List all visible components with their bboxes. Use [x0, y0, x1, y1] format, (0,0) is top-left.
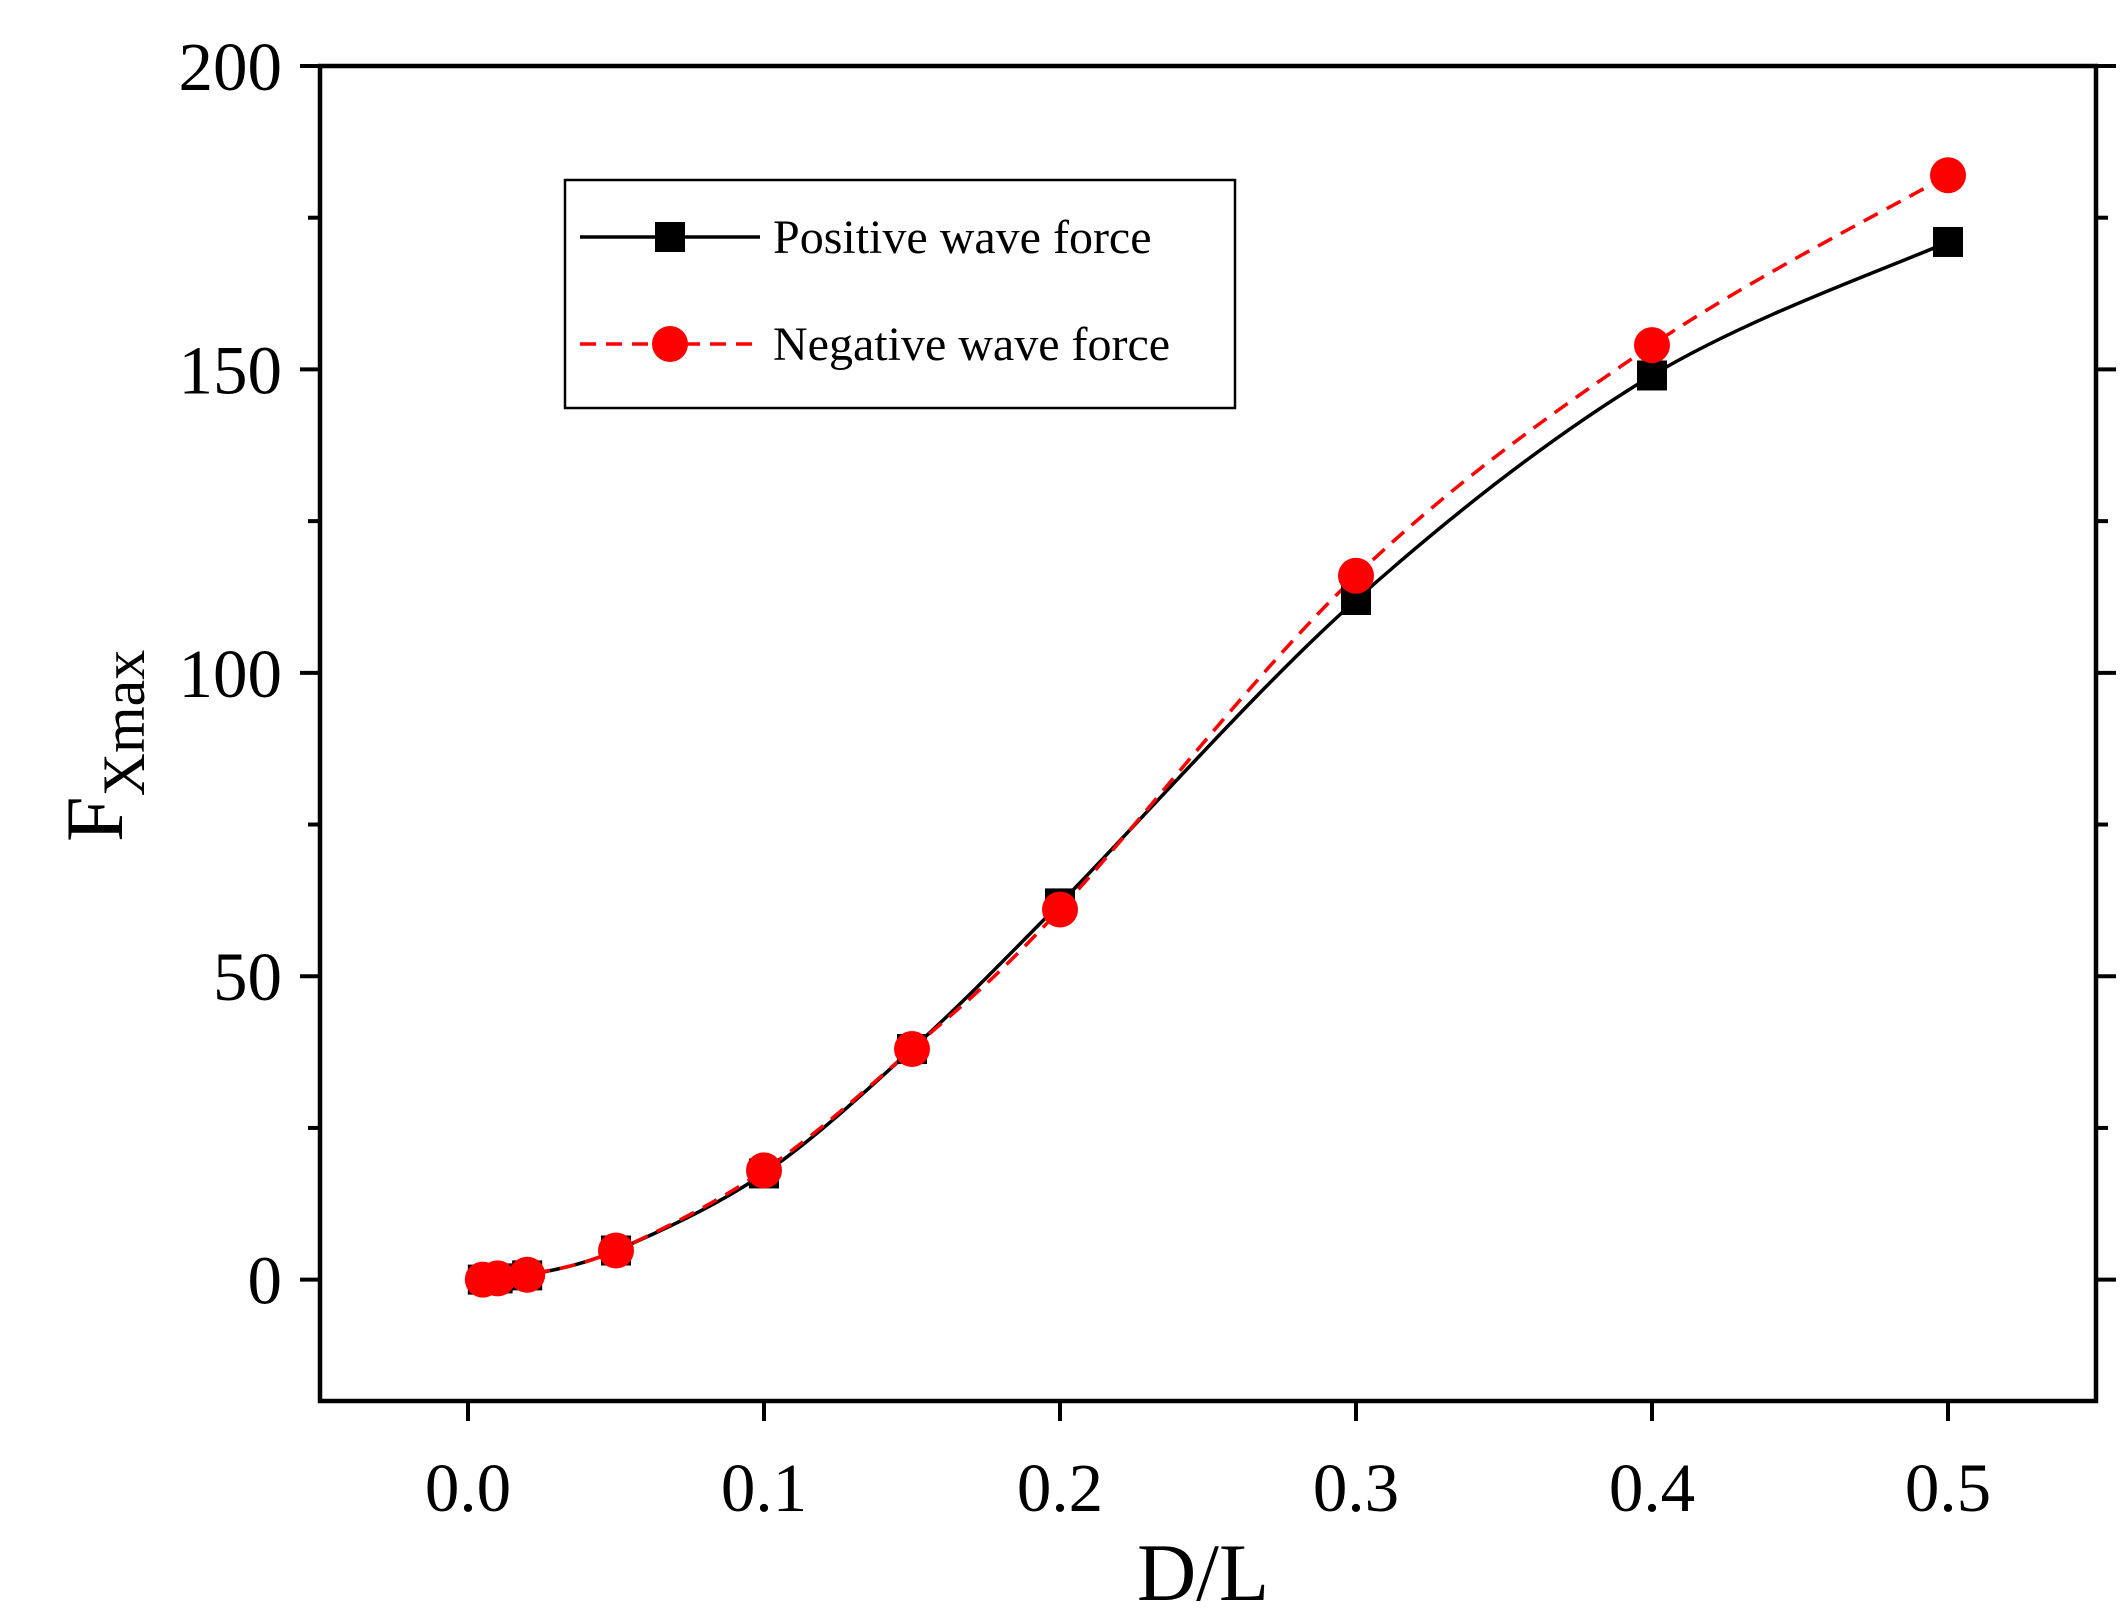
positive-data-point	[1933, 226, 1963, 257]
x-tick-label: 0.1	[721, 1450, 807, 1526]
negative-data-point	[1042, 891, 1078, 928]
negative-data-point	[598, 1232, 634, 1269]
plot-area: 0.0 0.1 0.2 0.3 0.4 0.5 0 50 100 150 200 D/L FXmax Po…	[49, 29, 2116, 1618]
x-tick-label: 0.0	[425, 1450, 511, 1526]
negative-data-point	[479, 1260, 516, 1297]
negative-data-point	[746, 1152, 782, 1189]
y-tick-label: 50	[213, 939, 282, 1015]
y-axis-title-main: F	[49, 796, 140, 842]
legend-box	[563, 178, 1237, 410]
y-tick-label: 0	[248, 1243, 283, 1319]
y-tick-label: 100	[179, 636, 283, 712]
negative-data-point	[1930, 157, 1966, 194]
legend-label: Negative wave force	[773, 318, 1170, 371]
x-tick-label: 0.4	[1609, 1450, 1695, 1526]
negative-data-point	[1338, 557, 1374, 594]
legend-marker	[652, 326, 688, 362]
positive-data-point	[1637, 360, 1667, 391]
x-tick-label: 0.3	[1313, 1450, 1399, 1526]
negative-data-point	[509, 1256, 546, 1293]
x-tick-label: 0.2	[1017, 1450, 1103, 1526]
y-tick-label: 200	[179, 29, 283, 105]
x-tick-label: 0.5	[1905, 1450, 1991, 1526]
legend-marker	[655, 222, 685, 252]
x-axis-title: D/L	[1137, 1527, 1269, 1618]
series-line-negative	[482, 173, 1949, 1282]
y-tick-label: 150	[179, 332, 283, 408]
series-line-positive	[482, 240, 1949, 1282]
plot-frame	[317, 63, 2099, 1404]
negative-data-point	[1634, 327, 1670, 364]
legend-label: Positive wave force	[773, 211, 1152, 264]
negative-data-point	[894, 1031, 930, 1068]
y-axis-title-subscript: Xmax	[91, 650, 157, 797]
y-axis-title: FXmax	[49, 650, 157, 842]
